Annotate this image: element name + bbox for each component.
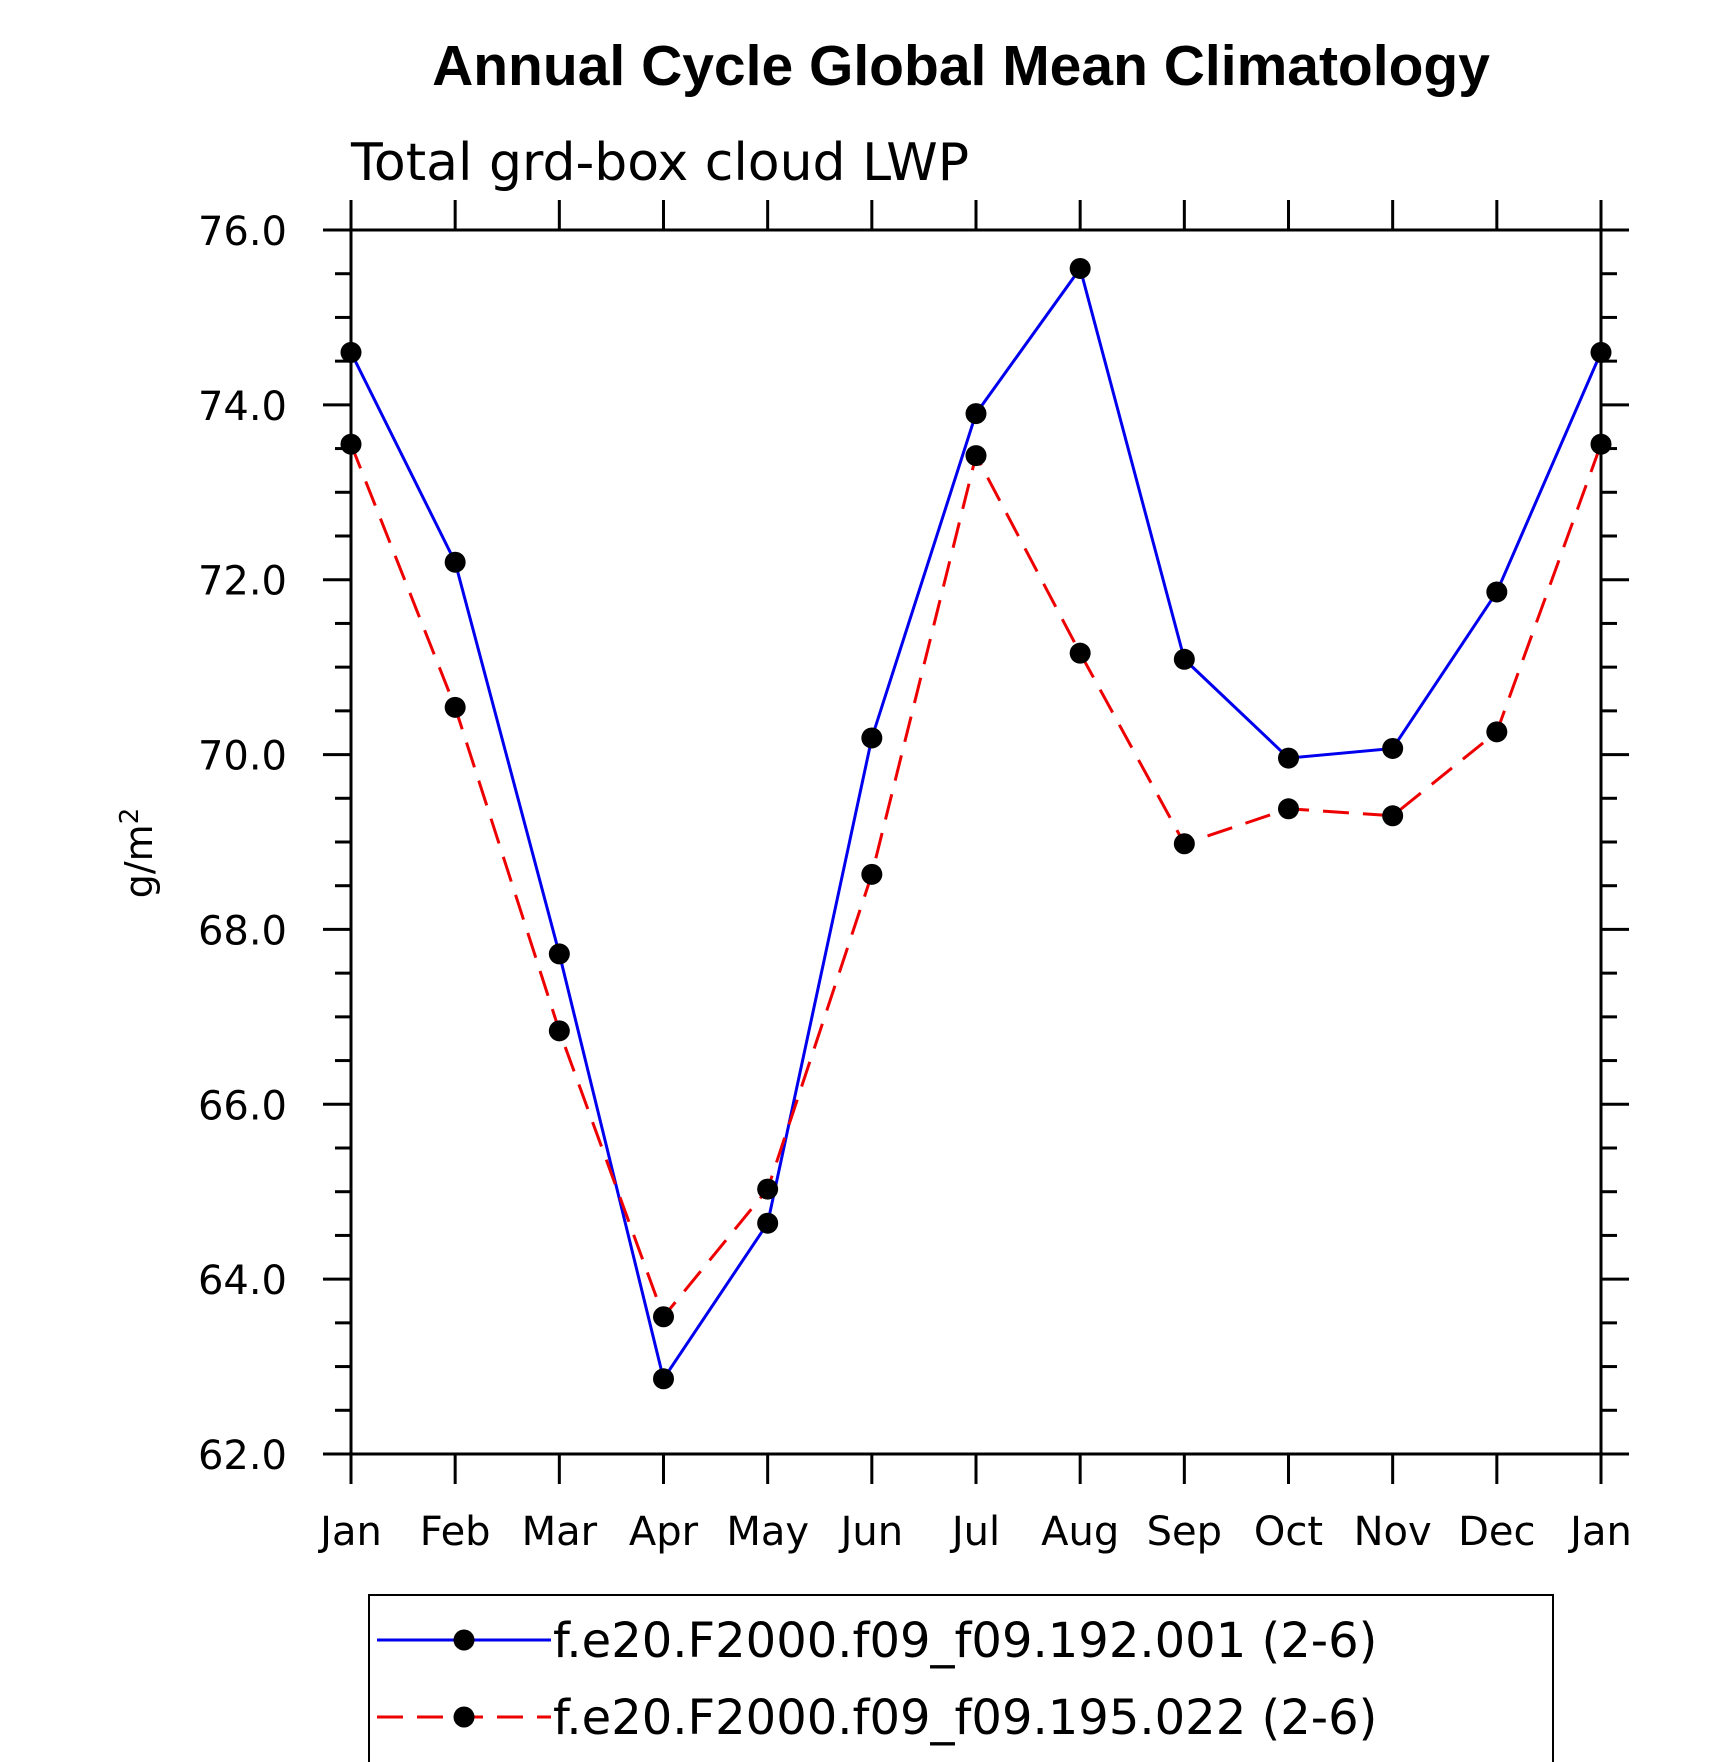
y-tick-label: 62.0 [198,1433,287,1479]
legend-item-1: f.e20.F2000.f09_f09.192.001 (2-6) [377,1613,1377,1669]
axis-ticks [323,200,1629,1484]
x-tick-label: Apr [629,1509,699,1555]
legend-label: f.e20.F2000.f09_f09.195.022 (2-6) [553,1690,1377,1746]
data-point [861,727,883,749]
y-tick-label: 64.0 [198,1258,287,1304]
data-point [548,1020,570,1042]
y-tick-label: 76.0 [198,209,287,255]
data-point [1486,721,1508,743]
legend-label: f.e20.F2000.f09_f09.192.001 (2-6) [553,1613,1377,1669]
data-point [1278,798,1299,820]
data-point [340,341,362,363]
x-tick-label: Aug [1041,1509,1119,1555]
x-tick-label: Jun [838,1509,904,1555]
x-tick-label: Jul [949,1509,1000,1555]
series-line [349,265,1603,1383]
y-tick-label: 74.0 [198,384,287,430]
data-point [965,403,987,425]
x-tick-label: May [726,1509,809,1555]
series-1 [340,257,1612,1390]
data-point [1590,341,1612,363]
data-point [1382,737,1404,759]
data-point [757,1212,779,1234]
legend: f.e20.F2000.f09_f09.192.001 (2-6) f.e20.F… [368,1594,1554,1762]
series-layer [340,257,1612,1390]
x-tick-label: Sep [1147,1509,1222,1555]
y-tick-label: 72.0 [198,559,287,605]
chart-subtitle: Total grd-box cloud LWP [350,133,969,193]
x-tick-label: Feb [420,1509,491,1555]
data-point [444,551,466,573]
y-axis-label: g/m2 [115,808,161,899]
legend-swatch-marker [453,1629,475,1651]
y-tick-label: 70.0 [198,734,287,780]
y-tick-label: 68.0 [198,908,287,954]
data-point [1486,581,1508,603]
y-tick-label: 66.0 [198,1083,287,1129]
data-point [965,445,987,467]
data-point [1173,648,1195,670]
data-point [1590,433,1612,455]
x-tick-label: Mar [522,1509,598,1555]
data-point [1382,805,1404,827]
x-tick-label: Jan [1567,1509,1632,1555]
y-axis-unit: g/m [117,824,161,898]
data-point [653,1306,674,1328]
data-point [444,696,466,718]
data-point [1069,642,1091,664]
x-tick-label: Jan [317,1509,382,1555]
data-point [861,863,883,885]
y-axis-unit-superscript: 2 [115,808,145,825]
x-tick-label: Nov [1354,1509,1432,1555]
data-point [757,1178,779,1200]
x-tick-label: Oct [1254,1509,1323,1555]
legend-swatch-marker [453,1706,475,1728]
data-point [653,1368,674,1390]
data-point [1069,257,1091,279]
data-point [548,943,570,965]
legend-items: f.e20.F2000.f09_f09.192.001 (2-6) f.e20.F… [377,1613,1377,1746]
legend-box [368,1594,1554,1762]
x-tick-label: Dec [1458,1509,1535,1555]
svg-text:g/m2: g/m2 [115,808,161,899]
series-2 [340,433,1612,1328]
chart-title: Annual Cycle Global Mean Climatology [432,34,1490,98]
data-point [340,433,362,455]
legend-item-2: f.e20.F2000.f09_f09.195.022 (2-6) [377,1690,1377,1746]
data-point [1173,833,1195,855]
data-point [1278,747,1299,769]
x-tick-labels: Jan Feb Mar Apr May Jun Jul Aug Sep Oct Nov Dec Jan [317,1509,1632,1555]
y-tick-labels: 62.0 64.0 66.0 68.0 70.0 72.0 74.0 76.0 [198,209,287,1479]
